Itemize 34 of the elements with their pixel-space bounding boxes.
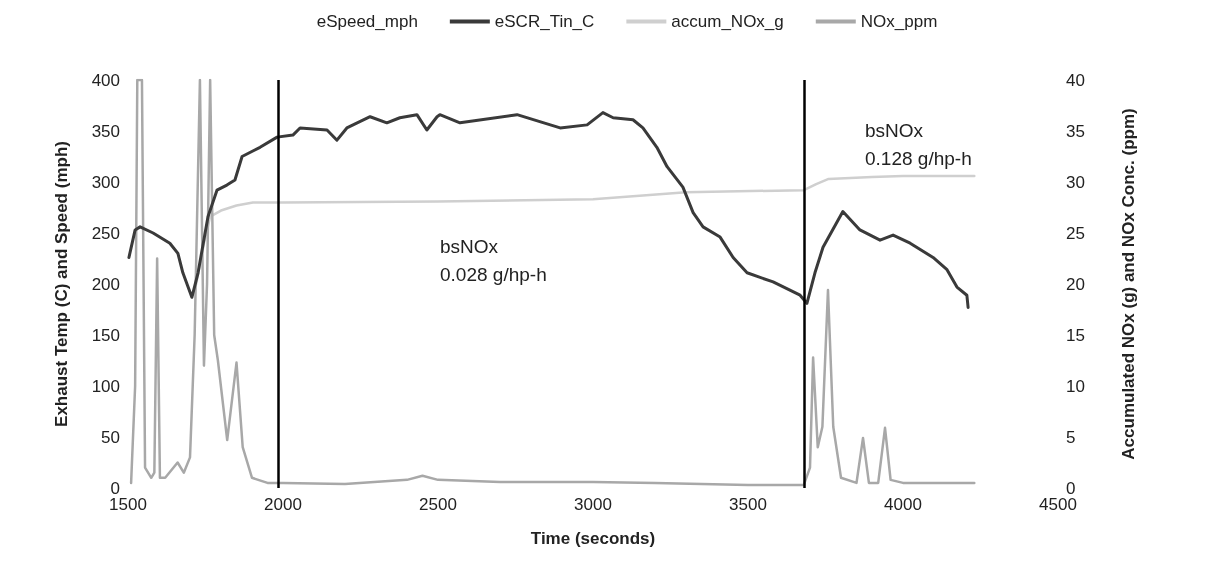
legend-label: eSCR_Tin_C [494, 12, 595, 31]
y2-axis-title: Accumulated NOx (g) and NOx Conc. (ppm) [1119, 108, 1138, 460]
y-tick-label: 300 [91, 172, 120, 192]
y2-tick-label: 0 [1066, 478, 1076, 498]
annotation: bsNOx 0.028 g/hp-h [440, 235, 547, 285]
y2-tick-label: 5 [1066, 427, 1076, 447]
x-tick-label: 1500 [109, 495, 147, 514]
x-tick-label: 4000 [884, 495, 922, 514]
y2-tick-label: 10 [1066, 376, 1085, 396]
y-tick-label: 100 [91, 376, 120, 396]
legend-label: accum_NOx_g [671, 12, 784, 31]
x-tick-label: 2000 [264, 495, 302, 514]
x-tick-label: 3000 [574, 495, 612, 514]
y-tick-label: 0 [110, 478, 120, 498]
y2-tick-label: 15 [1066, 325, 1085, 345]
y2-tick-label: 35 [1066, 121, 1085, 141]
x-tick-label: 3500 [729, 495, 767, 514]
x-tick-label: 4500 [1039, 495, 1077, 514]
y-axis-title: Exhaust Temp (C) and Speed (mph) [52, 141, 71, 427]
y-tick-label: 50 [101, 427, 120, 447]
y2-tick-label: 25 [1066, 223, 1085, 243]
y-tick-label: 350 [91, 121, 120, 141]
legend-label: NOx_ppm [860, 12, 938, 31]
y-tick-label: 250 [91, 223, 120, 243]
y-tick-label: 200 [91, 274, 120, 294]
y-tick-label: 400 [91, 70, 120, 90]
x-tick-label: 2500 [419, 495, 457, 514]
y2-tick-label: 30 [1066, 172, 1085, 192]
annotation: bsNOx 0.128 g/hp-h [865, 119, 972, 169]
x-axis-title: Time (seconds) [530, 529, 656, 548]
y2-tick-label: 40 [1066, 70, 1085, 90]
y2-tick-label: 20 [1066, 274, 1085, 294]
text: eSpeed_mph [316, 12, 418, 31]
y-tick-label: 150 [91, 325, 120, 345]
